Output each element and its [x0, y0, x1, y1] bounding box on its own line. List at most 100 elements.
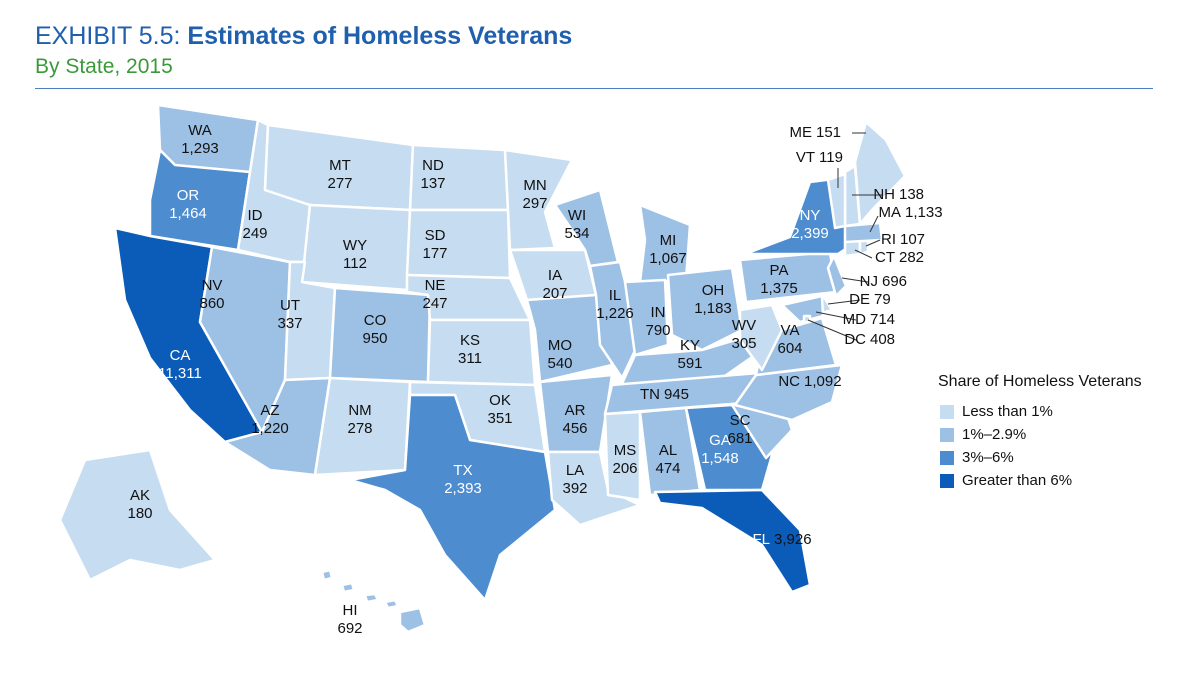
state-abbr: MN	[523, 177, 546, 194]
state	[546, 450, 642, 527]
state-abbr: CT	[875, 249, 895, 266]
state-value: 534	[564, 225, 589, 242]
state-value: 1,183	[694, 300, 732, 317]
state-abbr: TX	[453, 462, 472, 479]
state-abbr: SC	[730, 412, 751, 429]
state-abbr: IA	[548, 267, 562, 284]
state-value: 1,133	[905, 204, 943, 221]
state-abbr: DE	[849, 291, 870, 308]
state	[666, 266, 744, 352]
state-value: 1,067	[649, 250, 687, 267]
state-value: 945	[664, 386, 689, 403]
state-value: 1,293	[181, 140, 219, 157]
state-value: 278	[347, 420, 372, 437]
state	[826, 254, 848, 298]
state-abbr: DC	[844, 331, 866, 348]
state-value: 3,926	[774, 531, 812, 548]
state-abbr: RI	[881, 231, 896, 248]
state-value: 474	[655, 460, 680, 477]
state	[826, 172, 847, 230]
state-value: 297	[522, 195, 547, 212]
state	[623, 278, 670, 357]
state-abbr: OK	[489, 392, 511, 409]
state-abbr: VA	[781, 322, 800, 339]
state-abbr: ND	[422, 157, 444, 174]
state-abbr: KY	[680, 337, 700, 354]
state-value: 1,092	[804, 373, 842, 390]
state	[320, 568, 427, 634]
state-value: 119	[819, 149, 843, 166]
state-abbr: MT	[329, 157, 351, 174]
legend-label: Greater than 6%	[962, 472, 1072, 489]
legend-label: Less than 1%	[962, 403, 1053, 420]
state-value: 207	[542, 285, 567, 302]
state-value: 714	[870, 311, 895, 328]
state-value: 540	[547, 355, 572, 372]
state-value: 408	[870, 331, 895, 348]
state-value: 151	[816, 124, 841, 141]
state	[684, 403, 774, 492]
state-abbr: MD	[843, 311, 866, 328]
state-abbr: UT	[280, 297, 300, 314]
state-value: 249	[242, 225, 267, 242]
state-abbr: NE	[425, 277, 446, 294]
leader-line	[815, 311, 857, 321]
state-abbr: NJ	[860, 273, 878, 290]
state-abbr: TN	[640, 386, 660, 403]
state	[843, 221, 884, 244]
state	[603, 410, 642, 502]
state-value: 681	[727, 430, 752, 447]
state	[780, 294, 825, 324]
state-abbr: WI	[568, 207, 586, 224]
state-value: 177	[422, 245, 447, 262]
state-value: 206	[612, 460, 637, 477]
state-value: 107	[900, 231, 925, 248]
leader-line	[827, 299, 861, 305]
state-abbr: WA	[188, 122, 212, 139]
state	[588, 260, 642, 380]
legend-swatch	[940, 405, 954, 419]
state	[348, 393, 557, 602]
state-value: 591	[677, 355, 702, 372]
legend-swatch	[940, 451, 954, 465]
leader-line	[854, 249, 873, 259]
state-abbr: AR	[565, 402, 586, 419]
state-value: 337	[277, 315, 302, 332]
state-value: 696	[882, 273, 907, 290]
state-value: 392	[562, 480, 587, 497]
subtitle: By State, 2015	[35, 55, 173, 78]
legend-title: Share of Homeless Veterans	[938, 373, 1142, 390]
state-abbr: OH	[702, 282, 725, 299]
state-value: 277	[327, 175, 352, 192]
state	[738, 303, 784, 372]
state-value: 79	[874, 291, 891, 308]
state-abbr: KS	[460, 332, 480, 349]
state-abbr: CO	[364, 312, 387, 329]
leader-line	[865, 239, 881, 247]
state-value: 138	[899, 186, 924, 203]
state-value: 604	[777, 340, 802, 357]
state-abbr: NM	[348, 402, 371, 419]
header: EXHIBIT 5.5: Estimates of Homeless Veter…	[35, 22, 572, 79]
state	[58, 448, 217, 582]
state-value: 247	[422, 295, 447, 312]
state-abbr: MO	[548, 337, 572, 354]
state-value: 2,399	[791, 225, 829, 242]
state-value: 351	[487, 410, 512, 427]
state	[525, 293, 614, 384]
state-abbr: MI	[660, 232, 677, 249]
state-abbr: AZ	[260, 402, 279, 419]
state-abbr: VT	[796, 149, 815, 166]
state-value: 311	[458, 350, 482, 367]
state	[853, 120, 907, 226]
legend-swatch	[940, 474, 954, 488]
state-value: 2,393	[444, 480, 482, 497]
state-abbr: WY	[343, 237, 367, 254]
state-abbr: PA	[770, 262, 789, 279]
leader-line	[841, 277, 869, 283]
state-value: 1,226	[596, 305, 634, 322]
state-abbr: IL	[609, 287, 622, 304]
state-value: 180	[127, 505, 152, 522]
state-value: 305	[731, 335, 756, 352]
